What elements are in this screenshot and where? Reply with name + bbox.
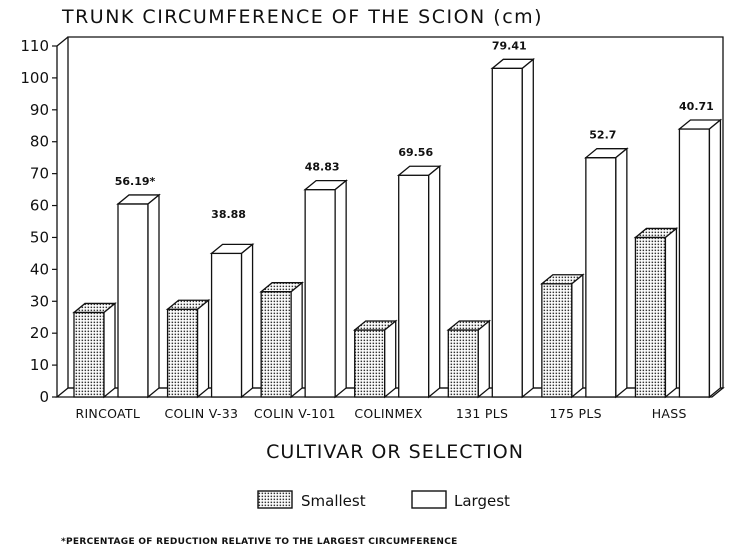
y-tick-label: 100 — [20, 69, 49, 87]
x-tick-label: COLIN V-33 — [164, 406, 238, 421]
y-tick-label: 40 — [30, 260, 49, 278]
x-axis-tick-labels: RINCOATL COLIN V-33 COLIN V-101 COLINMEX 131… — [75, 406, 686, 421]
bar-smallest-front — [354, 329, 386, 398]
bar-largest — [677, 118, 723, 399]
bar-largest — [116, 193, 161, 399]
bar-largest-front — [398, 174, 430, 398]
bar-smallest-side — [384, 319, 397, 399]
bar-largest-front — [678, 128, 711, 398]
y-tick-label: 60 — [30, 197, 49, 215]
chart-title: TRUNK CIRCUMFERENCE OF THE SCION (cm) — [61, 6, 543, 28]
percentage-label: 38.88 — [211, 208, 246, 221]
percentage-label: 52.7 — [589, 129, 616, 142]
bar-smallest-front — [634, 236, 667, 398]
x-tick-label: COLIN V-101 — [254, 406, 336, 421]
bar-largest-front — [210, 252, 243, 398]
y-tick-label: 110 — [20, 37, 49, 55]
bar-smallest-front — [447, 329, 479, 398]
legend-swatch-smallest — [257, 490, 293, 509]
bar-smallest — [165, 298, 211, 399]
bar-smallest-front — [166, 308, 199, 398]
bar-largest-side — [147, 193, 160, 399]
bar-largest — [490, 57, 536, 399]
bar-smallest-side — [290, 281, 303, 399]
bar-smallest-front — [73, 311, 105, 398]
bar-smallest — [259, 281, 304, 399]
y-tick-label: 70 — [30, 165, 49, 183]
bar-largest-side — [708, 118, 722, 399]
y-axis-top-edge — [56, 36, 69, 47]
bar-smallest-side — [571, 273, 584, 399]
y-tick-label: 10 — [30, 356, 49, 374]
y-tick-label: 30 — [30, 292, 49, 310]
x-tick-label: 175 PLS — [549, 406, 601, 421]
bar-largest — [584, 147, 629, 399]
bar-largest-side — [334, 179, 347, 399]
bar-smallest-side — [664, 227, 678, 399]
footnote: *PERCENTAGE OF REDUCTION RELATIVE TO THE… — [61, 537, 458, 547]
bar-smallest — [352, 319, 398, 399]
bar-smallest — [72, 302, 117, 399]
bar-largest-front — [304, 188, 336, 398]
legend: Smallest Largest — [257, 490, 510, 510]
y-axis-ticks: 0 10 20 30 40 50 60 70 80 90 100 110 — [20, 37, 57, 406]
percentage-labels: 56.19* 38.88 48.83 69.56 79.41 52.7 40.71 — [115, 39, 714, 221]
y-tick-label: 20 — [30, 324, 49, 342]
legend-label-largest: Largest — [454, 492, 510, 510]
bar-smallest — [446, 319, 492, 399]
bar-smallest-side — [477, 319, 490, 399]
x-tick-label: RINCOATL — [75, 406, 140, 421]
x-tick-label: HASS — [652, 406, 687, 421]
percentage-label: 48.83 — [305, 161, 340, 174]
y-tick-label: 90 — [30, 101, 49, 119]
legend-label-smallest: Smallest — [301, 492, 366, 510]
bar-largest — [396, 164, 442, 399]
bar-smallest-side — [103, 302, 116, 399]
percentage-label: 79.41 — [492, 39, 527, 52]
x-axis-label: CULTIVAR OR SELECTION — [266, 441, 524, 463]
bar-largest — [209, 243, 255, 399]
legend-swatch-largest — [411, 490, 447, 509]
bar-largest-front — [585, 157, 617, 398]
x-tick-label: 131 PLS — [456, 406, 508, 421]
bars — [72, 57, 723, 399]
bar-largest-side — [428, 164, 441, 399]
bar-smallest-side — [196, 298, 210, 399]
y-tick-label: 80 — [30, 133, 49, 151]
y-tick-label: 0 — [39, 388, 49, 406]
bar-largest-front — [117, 203, 149, 398]
percentage-label: 56.19* — [115, 175, 156, 188]
percentage-label: 40.71 — [679, 100, 714, 113]
bar-largest-side — [521, 57, 534, 399]
bar-largest-side — [240, 243, 254, 399]
bar-smallest-front — [260, 291, 292, 398]
bar-largest-side — [615, 147, 628, 399]
y-tick-label: 50 — [30, 228, 49, 246]
bar-smallest-front — [541, 283, 573, 398]
bar-largest — [303, 179, 348, 399]
percentage-label: 69.56 — [398, 146, 433, 159]
bar-largest-front — [491, 67, 523, 398]
bar-smallest — [633, 227, 679, 399]
x-tick-label: COLINMEX — [354, 406, 422, 421]
bar-smallest — [540, 273, 585, 399]
